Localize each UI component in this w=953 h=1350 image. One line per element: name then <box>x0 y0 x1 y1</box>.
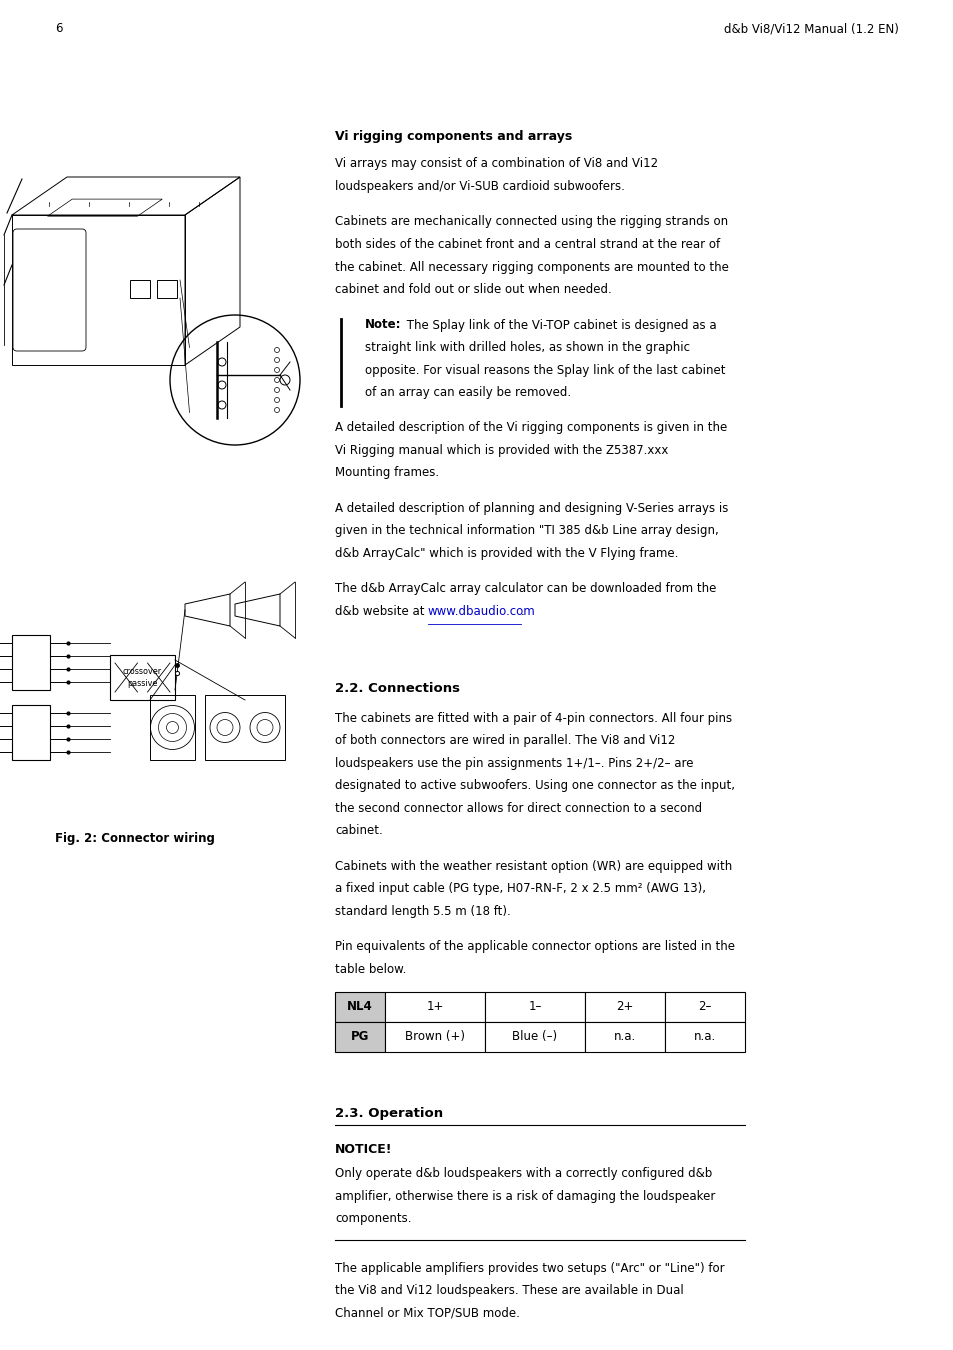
Text: A detailed description of the Vi rigging components is given in the: A detailed description of the Vi rigging… <box>335 421 726 435</box>
Text: both sides of the cabinet front and a central strand at the rear of: both sides of the cabinet front and a ce… <box>335 238 720 251</box>
Text: d&b website at: d&b website at <box>335 605 428 618</box>
Text: the cabinet. All necessary rigging components are mounted to the: the cabinet. All necessary rigging compo… <box>335 261 728 274</box>
Text: components.: components. <box>335 1212 411 1226</box>
FancyBboxPatch shape <box>385 1022 484 1052</box>
Text: the second connector allows for direct connection to a second: the second connector allows for direct c… <box>335 802 701 815</box>
FancyBboxPatch shape <box>664 1022 744 1052</box>
Text: Channel or Mix TOP/SUB mode.: Channel or Mix TOP/SUB mode. <box>335 1307 519 1320</box>
FancyBboxPatch shape <box>484 1022 584 1052</box>
Text: 2.3. Operation: 2.3. Operation <box>335 1107 442 1119</box>
Text: designated to active subwoofers. Using one connector as the input,: designated to active subwoofers. Using o… <box>335 779 734 792</box>
Text: 1+: 1+ <box>426 1000 443 1014</box>
Text: given in the technical information "TI 385 d&b Line array design,: given in the technical information "TI 3… <box>335 525 718 537</box>
Text: The Splay link of the Vi-TOP cabinet is designed as a: The Splay link of the Vi-TOP cabinet is … <box>402 319 716 332</box>
Text: amplifier, otherwise there is a risk of damaging the loudspeaker: amplifier, otherwise there is a risk of … <box>335 1189 715 1203</box>
Text: Fig. 2: Connector wiring: Fig. 2: Connector wiring <box>55 832 214 845</box>
Text: 1–: 1– <box>528 1000 541 1014</box>
Text: Only operate d&b loudspeakers with a correctly configured d&b: Only operate d&b loudspeakers with a cor… <box>335 1168 712 1180</box>
FancyBboxPatch shape <box>385 992 484 1022</box>
Text: passive: passive <box>127 679 157 688</box>
FancyBboxPatch shape <box>335 1022 385 1052</box>
Text: loudspeakers and/or Vi-SUB cardioid subwoofers.: loudspeakers and/or Vi-SUB cardioid subw… <box>335 180 624 193</box>
Text: Brown (+): Brown (+) <box>405 1030 464 1044</box>
FancyBboxPatch shape <box>584 992 664 1022</box>
Text: cabinet and fold out or slide out when needed.: cabinet and fold out or slide out when n… <box>335 284 611 296</box>
Text: Vi rigging components and arrays: Vi rigging components and arrays <box>335 130 572 143</box>
Text: Note:: Note: <box>365 319 401 332</box>
Text: standard length 5.5 m (18 ft).: standard length 5.5 m (18 ft). <box>335 904 510 918</box>
Text: NOTICE!: NOTICE! <box>335 1142 392 1156</box>
Text: table below.: table below. <box>335 963 406 976</box>
Text: n.a.: n.a. <box>693 1030 716 1044</box>
Text: The applicable amplifiers provides two setups ("Arc" or "Line") for: The applicable amplifiers provides two s… <box>335 1262 724 1274</box>
Text: d&b Vi8/Vi12 Manual (1.2 EN): d&b Vi8/Vi12 Manual (1.2 EN) <box>723 22 898 35</box>
FancyBboxPatch shape <box>335 992 385 1022</box>
Text: 2.2. Connections: 2.2. Connections <box>335 683 459 695</box>
Text: PG: PG <box>351 1030 369 1044</box>
Text: Vi Rigging manual which is provided with the Z5387.xxx: Vi Rigging manual which is provided with… <box>335 444 668 458</box>
Text: Cabinets with the weather resistant option (WR) are equipped with: Cabinets with the weather resistant opti… <box>335 860 732 872</box>
FancyBboxPatch shape <box>584 1022 664 1052</box>
Text: of an array can easily be removed.: of an array can easily be removed. <box>365 386 571 400</box>
Text: Cabinets are mechanically connected using the rigging strands on: Cabinets are mechanically connected usin… <box>335 216 727 228</box>
Text: Mounting frames.: Mounting frames. <box>335 467 438 479</box>
Text: 2–: 2– <box>698 1000 711 1014</box>
Text: crossover: crossover <box>123 667 162 676</box>
Text: cabinet.: cabinet. <box>335 825 382 837</box>
Text: n.a.: n.a. <box>613 1030 636 1044</box>
Text: Pin equivalents of the applicable connector options are listed in the: Pin equivalents of the applicable connec… <box>335 940 734 953</box>
Text: A detailed description of planning and designing V-Series arrays is: A detailed description of planning and d… <box>335 502 727 514</box>
Text: 6: 6 <box>55 22 63 35</box>
FancyBboxPatch shape <box>664 992 744 1022</box>
Text: straight link with drilled holes, as shown in the graphic: straight link with drilled holes, as sho… <box>365 342 689 354</box>
Text: d&b ArrayCalc" which is provided with the V Flying frame.: d&b ArrayCalc" which is provided with th… <box>335 547 678 560</box>
Text: NL4: NL4 <box>347 1000 373 1014</box>
Text: www.dbaudio.com: www.dbaudio.com <box>428 605 536 618</box>
FancyBboxPatch shape <box>484 992 584 1022</box>
Text: The d&b ArrayCalc array calculator can be downloaded from the: The d&b ArrayCalc array calculator can b… <box>335 582 716 595</box>
Text: of both connectors are wired in parallel. The Vi8 and Vi12: of both connectors are wired in parallel… <box>335 734 675 748</box>
Text: Blue (–): Blue (–) <box>512 1030 557 1044</box>
Text: Vi arrays may consist of a combination of Vi8 and Vi12: Vi arrays may consist of a combination o… <box>335 158 658 170</box>
Text: opposite. For visual reasons the Splay link of the last cabinet: opposite. For visual reasons the Splay l… <box>365 363 724 377</box>
Text: loudspeakers use the pin assignments 1+/1–. Pins 2+/2– are: loudspeakers use the pin assignments 1+/… <box>335 757 693 769</box>
Text: the Vi8 and Vi12 loudspeakers. These are available in Dual: the Vi8 and Vi12 loudspeakers. These are… <box>335 1284 683 1297</box>
Text: 2+: 2+ <box>616 1000 633 1014</box>
Text: The cabinets are fitted with a pair of 4-pin connectors. All four pins: The cabinets are fitted with a pair of 4… <box>335 711 731 725</box>
Text: .: . <box>520 605 524 618</box>
Text: a fixed input cable (PG type, H07-RN-F, 2 x 2.5 mm² (AWG 13),: a fixed input cable (PG type, H07-RN-F, … <box>335 883 705 895</box>
